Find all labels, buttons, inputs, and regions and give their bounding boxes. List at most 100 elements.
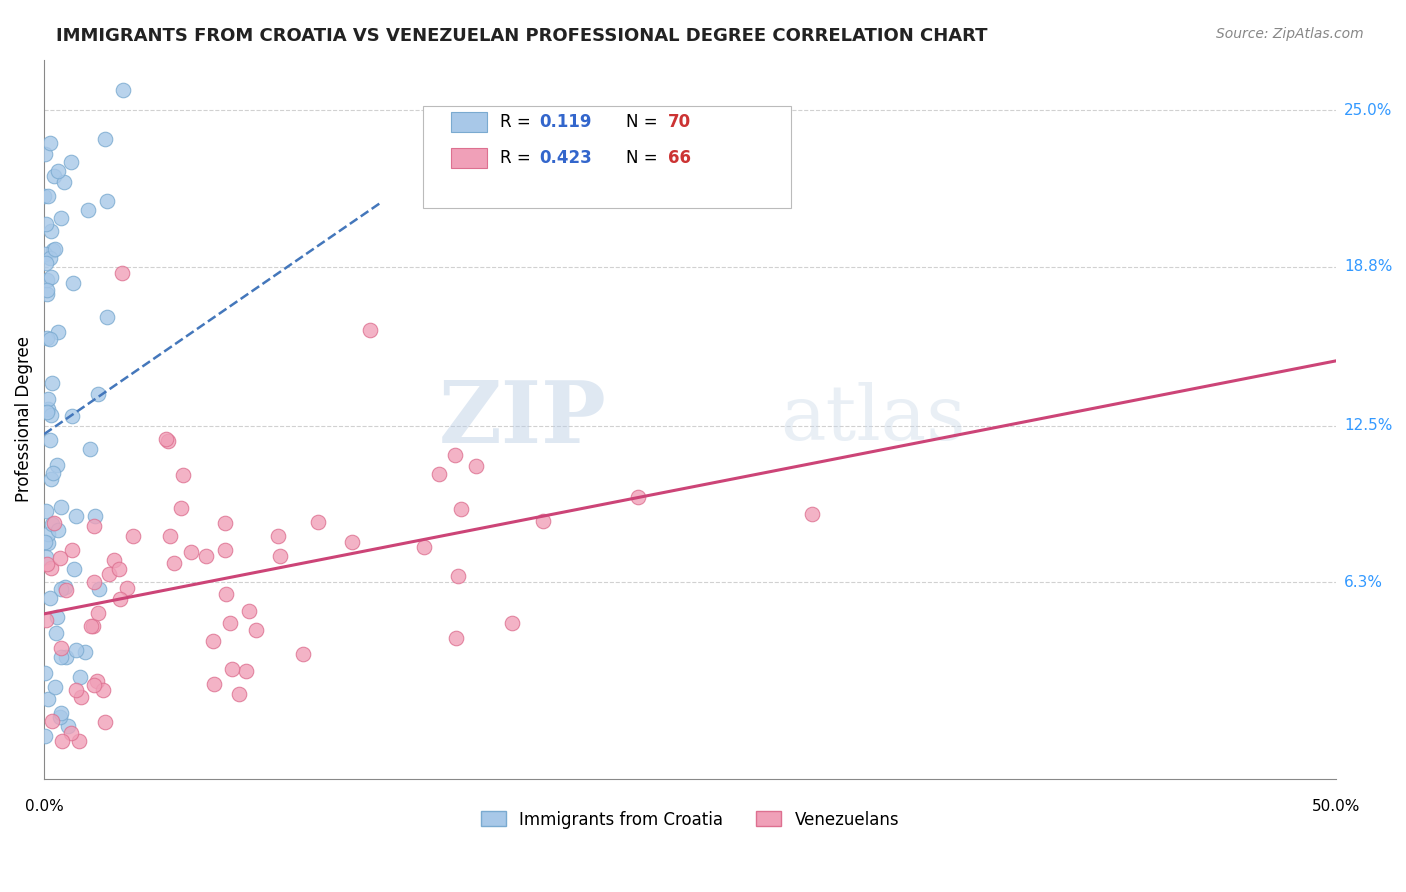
Point [111,267,134,281]
Point [235,664,257,678]
Point [59,726,82,740]
Point [215,587,238,601]
Point [94,131,117,145]
Point [48,164,70,178]
Point [63,562,86,576]
Point [94,714,117,729]
Point [52,175,75,189]
Point [51,650,73,665]
Point [49,582,72,597]
Point [56,719,79,733]
Point [41,517,63,532]
Text: N =: N = [626,113,662,131]
Point [34,665,56,680]
Point [96,194,118,208]
Point [45,626,67,640]
Point [194,549,217,564]
Point [49,706,72,720]
Text: 6.3%: 6.3% [1344,574,1384,590]
Point [37,536,59,550]
Text: 25.0%: 25.0% [1344,103,1392,118]
Point [800,507,823,521]
Point [44,169,66,184]
Point [214,543,236,558]
Y-axis label: Professional Degree: Professional Degree [15,336,32,502]
Point [41,376,63,390]
FancyBboxPatch shape [423,106,790,209]
Point [83,575,105,590]
Point [39,561,62,575]
Text: Source: ZipAtlas.com: Source: ZipAtlas.com [1216,27,1364,41]
Bar [451,112,488,132]
Point [60,409,83,423]
Text: atlas: atlas [780,383,966,457]
Point [86,674,108,689]
Point [34,247,56,261]
Point [269,549,291,563]
Point [39,472,62,486]
Point [53,580,76,594]
Text: IMMIGRANTS FROM CROATIA VS VENEZUELAN PROFESSIONAL DEGREE CORRELATION CHART: IMMIGRANTS FROM CROATIA VS VENEZUELAN PR… [56,27,988,45]
Point [219,615,242,630]
Point [238,604,260,618]
Point [83,518,105,533]
Text: 18.8%: 18.8% [1344,259,1392,274]
Point [292,647,315,661]
Point [87,582,110,596]
Point [42,516,65,531]
Point [46,523,69,537]
Point [41,243,63,257]
Point [51,734,73,748]
Point [69,669,91,683]
Point [97,567,120,582]
Text: 0.423: 0.423 [538,149,592,167]
Point [96,310,118,324]
Point [103,553,125,567]
Point [83,678,105,692]
Point [427,467,450,481]
Point [34,147,56,161]
Point [65,643,87,657]
Point [34,189,56,203]
Point [37,286,59,301]
Point [245,623,267,637]
Point [115,582,138,596]
Point [450,501,472,516]
Text: ZIP: ZIP [439,377,606,461]
Point [35,613,58,627]
Point [412,540,434,554]
Point [73,645,96,659]
Point [42,467,65,481]
Point [37,691,59,706]
Point [221,662,243,676]
Point [34,504,56,518]
Point [79,442,101,456]
Point [465,459,488,474]
Point [87,387,110,401]
Text: 50.0%: 50.0% [1312,799,1360,814]
Point [180,545,202,559]
Point [169,500,191,515]
Point [55,650,77,665]
Point [37,272,59,286]
Text: 0.0%: 0.0% [25,799,63,814]
Point [35,405,58,419]
Point [62,542,84,557]
Point [39,224,62,238]
Point [44,242,66,256]
Point [44,681,66,695]
Point [39,409,62,423]
Point [37,189,59,203]
Point [49,550,72,565]
Point [65,683,87,698]
Point [91,682,114,697]
Point [39,251,62,265]
Point [49,211,72,226]
Point [163,556,186,570]
Point [627,490,650,504]
Point [70,690,93,704]
Point [49,500,72,514]
Point [214,516,236,530]
Point [108,591,131,606]
Point [55,582,77,597]
